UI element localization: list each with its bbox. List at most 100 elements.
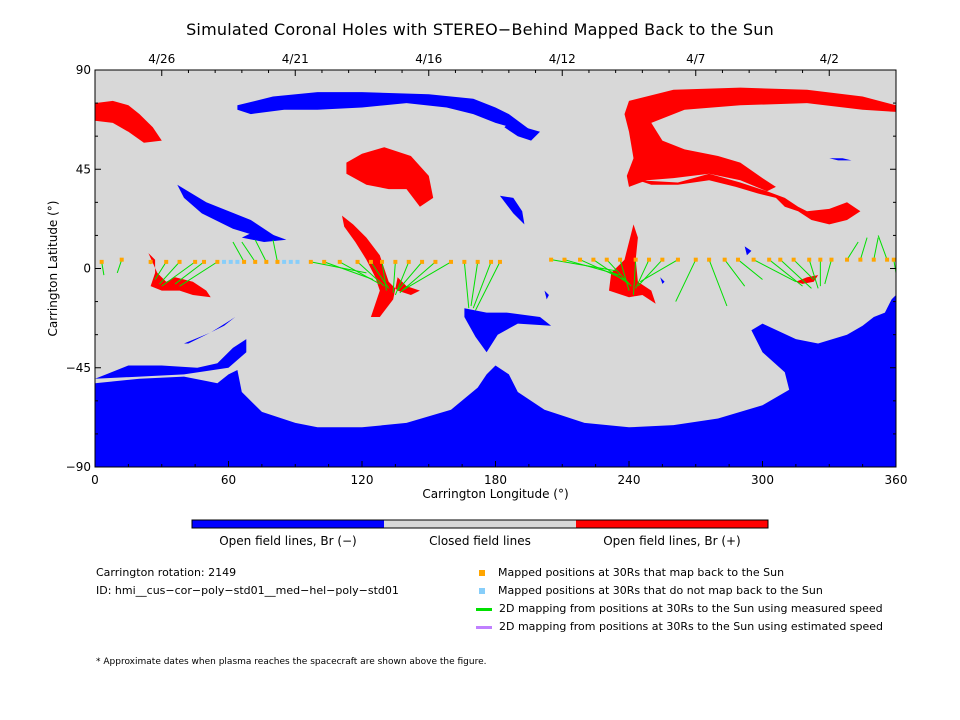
mapped-point-38 <box>707 257 712 262</box>
open-field-negative-region-10 <box>744 246 752 256</box>
mapped-point-10 <box>264 259 269 264</box>
open-field-positive-region-2 <box>637 173 861 225</box>
colorbar-segment-2 <box>576 520 768 528</box>
mapping-line-35 <box>637 259 663 287</box>
open-field-positive-region-4 <box>342 215 420 317</box>
mapping-line-3 <box>154 261 167 280</box>
mapped-point-1 <box>119 257 124 262</box>
mapped-point-48 <box>845 257 850 262</box>
x-tick-label-1: 60 <box>221 473 236 487</box>
mapping-line-47 <box>824 259 832 285</box>
unmapped-point-3 <box>282 259 287 264</box>
legend-line-measured <box>476 607 492 611</box>
colorbar-segment-1 <box>384 520 576 528</box>
legend-swatch-mapped <box>479 570 485 576</box>
mapped-point-20 <box>420 259 425 264</box>
colorbar-frame <box>191 519 769 529</box>
x-tick-label-4: 240 <box>618 473 641 487</box>
legend-label-unmapped: Mapped positions at 30Rs that do not map… <box>498 584 823 597</box>
mapped-point-19 <box>406 259 411 264</box>
x-tick-label-2: 120 <box>351 473 374 487</box>
unmapped-point-2 <box>235 259 240 264</box>
mapped-point-36 <box>675 257 680 262</box>
unmapped-point-1 <box>228 259 233 264</box>
mapping-line-26 <box>475 261 501 311</box>
mapped-point-41 <box>751 257 756 262</box>
mapped-point-49 <box>858 257 863 262</box>
mapped-point-21 <box>433 259 438 264</box>
mapping-line-44 <box>793 259 815 280</box>
legend-label-measured: 2D mapping from positions at 30Rs to the… <box>499 602 883 615</box>
mapped-point-6 <box>202 259 207 264</box>
open-field-negative-region-8 <box>464 308 552 353</box>
y-axis-title: Carrington Latitude (°) <box>46 201 60 337</box>
mapping-line-21 <box>399 261 436 294</box>
mapped-point-11 <box>275 259 280 264</box>
mapped-point-40 <box>736 257 741 262</box>
open-field-negative-region-3 <box>237 92 536 134</box>
mapped-point-27 <box>549 257 554 262</box>
y-tick-label-1: 45 <box>76 162 91 176</box>
open-field-negative-region-4 <box>504 122 540 141</box>
mapping-line-10 <box>254 239 267 263</box>
mapped-point-9 <box>253 259 258 264</box>
mapping-line-36 <box>639 259 679 283</box>
top-date-label-0: 4/26 <box>148 52 175 66</box>
mapped-point-17 <box>380 259 385 264</box>
mapping-line-24 <box>470 261 479 307</box>
mapping-line-45 <box>808 259 819 289</box>
legend-item-unmapped: Mapped positions at 30Rs that do not map… <box>476 584 823 598</box>
mapped-point-35 <box>660 257 665 262</box>
mapping-line-23 <box>463 261 470 309</box>
mapped-point-33 <box>633 257 638 262</box>
mapping-line-32 <box>619 259 630 291</box>
mapping-line-39 <box>724 259 746 287</box>
y-tick-label-4: −90 <box>66 460 91 474</box>
mapping-line-14 <box>339 261 381 285</box>
open-field-negative-region-9 <box>544 290 549 300</box>
top-date-label-4: 4/7 <box>686 52 705 66</box>
mapped-point-31 <box>604 257 609 262</box>
mapped-point-34 <box>647 257 652 262</box>
legend-swatch-unmapped <box>479 588 485 594</box>
mapping-line-43 <box>779 259 812 289</box>
mapped-point-15 <box>355 259 360 264</box>
mapping-line-49 <box>859 237 868 260</box>
mapping-line-13 <box>324 261 374 280</box>
mapping-line-41 <box>753 259 797 283</box>
open-field-negative-region-1 <box>95 295 896 467</box>
mapped-point-8 <box>242 259 247 264</box>
open-field-negative-region-12 <box>660 277 665 284</box>
mapping-line-30 <box>593 259 630 285</box>
x-axis-title: Carrington Longitude (°) <box>422 487 568 501</box>
mapping-line-37 <box>675 259 697 302</box>
mapped-point-45 <box>807 257 812 262</box>
mapped-point-13 <box>322 259 327 264</box>
top-date-label-5: 4/2 <box>820 52 839 66</box>
legend-line-estimated <box>476 625 492 629</box>
mapping-line-40 <box>737 259 763 280</box>
mapping-line-5 <box>161 261 196 287</box>
unmapped-point-5 <box>295 259 300 264</box>
mapped-point-42 <box>767 257 772 262</box>
mapping-line-50 <box>873 237 879 260</box>
legend-item-mapped: Mapped positions at 30Rs that map back t… <box>476 566 784 580</box>
model-id: ID: hmi__cus−cor−poly−std01__med−hel−pol… <box>96 584 399 597</box>
y-tick-label-3: −45 <box>66 361 91 375</box>
mapped-point-51 <box>885 257 890 262</box>
mapped-point-16 <box>368 259 373 264</box>
colorbar-label-closed: Closed field lines <box>429 534 531 548</box>
mapping-line-1 <box>116 259 123 274</box>
mapped-point-25 <box>489 259 494 264</box>
legend-label-estimated: 2D mapping from positions at 30Rs to the… <box>499 620 884 633</box>
colorbar-segment-0 <box>192 520 384 528</box>
mapped-point-46 <box>818 257 823 262</box>
mapped-point-2 <box>148 259 153 264</box>
footnote: * Approximate dates when plasma reaches … <box>96 657 487 667</box>
x-tick-label-3: 180 <box>484 473 507 487</box>
unmapped-point-0 <box>222 259 227 264</box>
mapped-point-0 <box>99 259 104 264</box>
mapping-line-51 <box>877 235 888 260</box>
